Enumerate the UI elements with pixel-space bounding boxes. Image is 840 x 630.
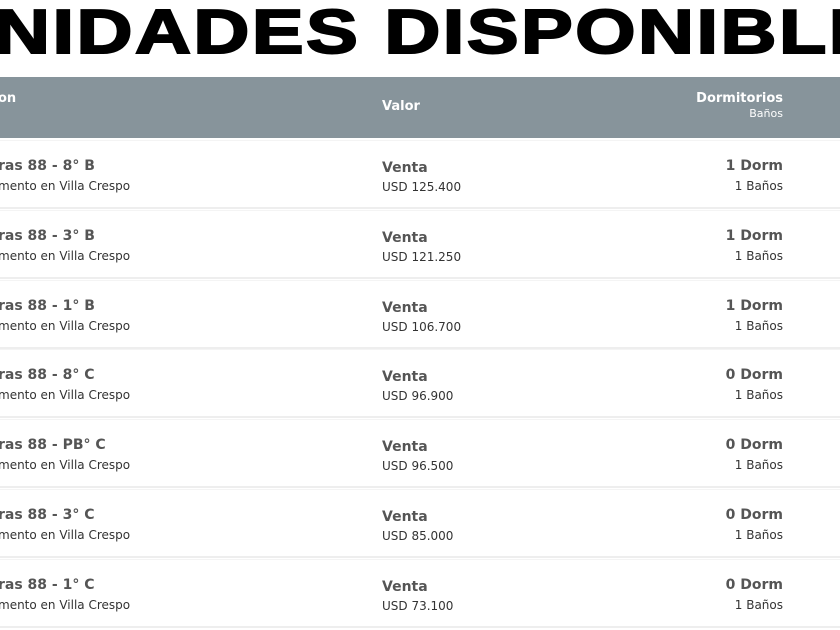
price: USD 96.500 bbox=[382, 459, 454, 474]
unit-name: ras 88 - 1° C bbox=[0, 576, 95, 593]
unit-name: ras 88 - 8° C bbox=[0, 367, 95, 384]
unit-description: mento en Villa Crespo bbox=[0, 388, 131, 403]
header-subcell: Baños bbox=[749, 107, 783, 120]
bedrooms: 0 Dorm bbox=[725, 576, 783, 593]
header-cell: Valor bbox=[382, 99, 420, 114]
price: USD 73.100 bbox=[382, 598, 454, 613]
header-cell: on bbox=[0, 91, 17, 106]
unit-description: mento en Villa Crespo bbox=[0, 248, 131, 263]
operation: Venta bbox=[382, 578, 428, 595]
bathrooms: 1 Baños bbox=[734, 179, 783, 193]
table-header: on Valor Dormitorios Baños bbox=[0, 77, 840, 138]
bathrooms: 1 Baños bbox=[734, 248, 783, 263]
page-title: NIDADES DISPONIBLE bbox=[0, 0, 840, 67]
price: USD 85.000 bbox=[382, 529, 454, 543]
bathrooms: 1 Baños bbox=[734, 528, 783, 542]
unit-name: ras 88 - 3° C bbox=[0, 507, 95, 523]
bathrooms: 1 Baños bbox=[734, 318, 783, 333]
unit-description: mento en Villa Crespo bbox=[0, 528, 131, 542]
operation: Venta bbox=[382, 160, 428, 176]
unit-description: mento en Villa Crespo bbox=[0, 458, 131, 473]
operation: Venta bbox=[382, 509, 428, 525]
unit-name: ras 88 - PB° C bbox=[0, 437, 106, 454]
unit-name: ras 88 - 1° B bbox=[0, 297, 95, 314]
table-row: ras 88 - PB° C mento en Villa Crespo Venta… bbox=[0, 419, 840, 489]
table-row: ras 88 - 8° B mento en Villa Crespo Venta U… bbox=[0, 140, 840, 209]
table-row: ras 88 - 1° C mento en Villa Crespo Venta U… bbox=[0, 558, 840, 628]
unit-description: mento en Villa Crespo bbox=[0, 318, 131, 333]
price: USD 121.250 bbox=[382, 249, 462, 264]
bathrooms: 1 Baños bbox=[734, 458, 783, 473]
unit-description: mento en Villa Crespo bbox=[0, 179, 131, 193]
table-row: ras 88 - 1° B mento en Villa Crespo Venta U… bbox=[0, 279, 840, 349]
unit-name: ras 88 - 8° B bbox=[0, 158, 95, 174]
operation: Venta bbox=[382, 439, 428, 456]
bathrooms: 1 Baños bbox=[734, 597, 783, 612]
bedrooms: 1 Dorm bbox=[725, 158, 783, 174]
price: USD 96.900 bbox=[382, 389, 454, 404]
bedrooms: 0 Dorm bbox=[725, 507, 783, 523]
bathrooms: 1 Baños bbox=[734, 388, 783, 403]
header-cell: Dormitorios bbox=[696, 91, 783, 106]
price: USD 125.400 bbox=[382, 180, 462, 194]
operation: Venta bbox=[382, 299, 428, 316]
table-row: ras 88 - 3° B mento en Villa Crespo Venta U… bbox=[0, 209, 840, 279]
operation: Venta bbox=[382, 369, 428, 386]
bedrooms: 0 Dorm bbox=[725, 367, 783, 384]
operation: Venta bbox=[382, 229, 428, 246]
bedrooms: 1 Dorm bbox=[725, 227, 783, 244]
unit-description: mento en Villa Crespo bbox=[0, 597, 131, 612]
table-row: ras 88 - 8° C mento en Villa Crespo Venta U… bbox=[0, 349, 840, 419]
unit-name: ras 88 - 3° B bbox=[0, 227, 95, 244]
price: USD 106.700 bbox=[382, 319, 462, 334]
table-row: ras 88 - 3° C mento en Villa Crespo Venta U… bbox=[0, 489, 840, 558]
bedrooms: 0 Dorm bbox=[725, 437, 783, 454]
bedrooms: 1 Dorm bbox=[725, 297, 783, 314]
